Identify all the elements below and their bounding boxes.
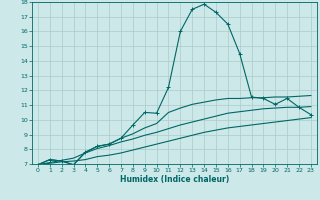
X-axis label: Humidex (Indice chaleur): Humidex (Indice chaleur): [120, 175, 229, 184]
